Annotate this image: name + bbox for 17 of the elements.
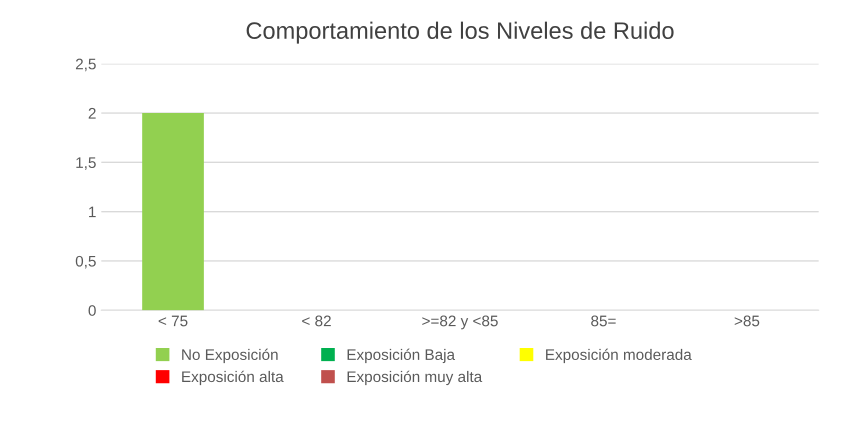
y-tick-label: 0 bbox=[88, 305, 96, 316]
legend-label: No Exposición bbox=[182, 348, 278, 364]
x-tick-label: >85 bbox=[734, 316, 760, 326]
x-tick-label: 85= bbox=[591, 316, 616, 326]
legend-label: Exposición moderada bbox=[546, 348, 692, 364]
y-tick-label: 1,5 bbox=[76, 157, 96, 170]
legend-label: Exposición muy alta bbox=[348, 370, 482, 386]
chart-title: Comportamiento de los Niveles de Ruido bbox=[246, 22, 674, 44]
x-tick-label: < 75 bbox=[158, 316, 188, 326]
x-tick-label: < 82 bbox=[302, 316, 331, 326]
y-tick-label: 1 bbox=[89, 206, 96, 218]
y-tick-label: 0,5 bbox=[76, 256, 96, 268]
x-tick-label: >=82 y <85 bbox=[422, 316, 498, 330]
y-tick-label: 2,5 bbox=[76, 58, 96, 72]
y-tick-label: 2 bbox=[88, 108, 96, 119]
legend-label: Exposición alta bbox=[182, 370, 284, 386]
legend-label: Exposición Baja bbox=[348, 348, 456, 364]
